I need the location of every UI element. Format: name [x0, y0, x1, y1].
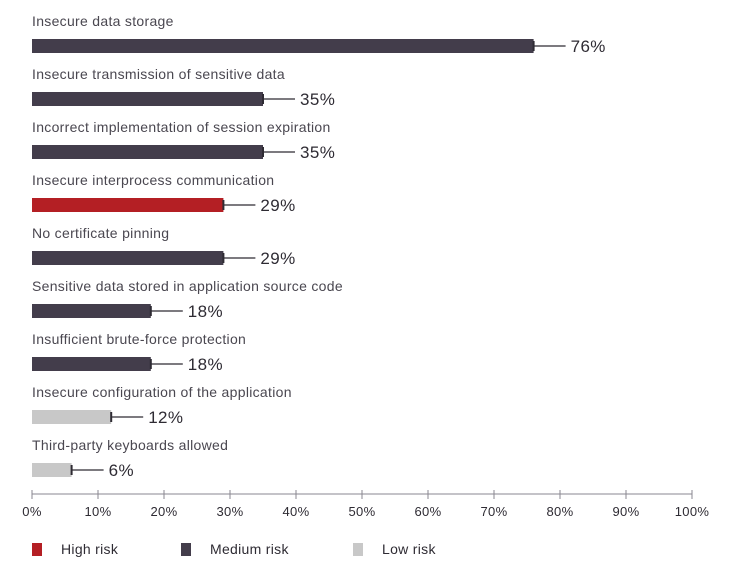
bars-layer: Insecure data storage 76% Insecure transmi…: [32, 13, 606, 480]
category-label: Insecure interprocess communication: [32, 172, 274, 188]
bar-insufficient-brute-force-protection: [32, 357, 151, 371]
value-label: 29%: [260, 196, 295, 215]
x-tick-label: 90%: [613, 504, 640, 519]
value-label: 76%: [571, 37, 606, 56]
category-label: Insecure data storage: [32, 13, 174, 29]
x-tick-label: 30%: [217, 504, 244, 519]
risk-bar-chart: Insecure data storage 76% Insecure transmi…: [22, 13, 709, 519]
legend-swatch-medium: [181, 542, 191, 556]
bar-sensitive-data-stored-in-application-source-code: [32, 304, 151, 318]
bar-incorrect-implementation-of-session-expiration: [32, 145, 263, 159]
x-tick-label: 100%: [675, 504, 710, 519]
x-tick-label: 0%: [22, 504, 42, 519]
bar-insecure-configuration-of-the-application: [32, 410, 112, 424]
x-axis: 0% 10% 20% 30% 40% 50% 60% 70% 80% 90% 100%: [22, 490, 709, 519]
category-label: Insecure configuration of the applicatio…: [32, 384, 292, 400]
bar-row: Third-party keyboards allowed 6%: [32, 437, 228, 480]
bar-row: Sensitive data stored in application sou…: [32, 278, 343, 321]
bar-row: No certificate pinning 29%: [32, 225, 295, 268]
legend-item-high: High risk: [32, 541, 118, 557]
x-tick-label: 40%: [283, 504, 310, 519]
bar-insecure-transmission-of-sensitive-data: [32, 92, 263, 106]
legend: High risk Medium risk Low risk: [0, 541, 730, 561]
bar-row: Insecure transmission of sensitive data 3…: [32, 66, 335, 109]
category-label: Insecure transmission of sensitive data: [32, 66, 285, 82]
bar-row: Insufficient brute-force protection 18%: [32, 331, 246, 374]
legend-item-low: Low risk: [353, 541, 436, 557]
bar-row: Insecure data storage 76%: [32, 13, 606, 56]
x-tick-label: 50%: [349, 504, 376, 519]
legend-item-medium: Medium risk: [181, 541, 289, 557]
value-label: 18%: [188, 302, 223, 321]
value-label: 18%: [188, 355, 223, 374]
bar-row: Incorrect implementation of session expi…: [32, 119, 335, 162]
legend-label-low: Low risk: [382, 541, 436, 557]
category-label: Incorrect implementation of session expi…: [32, 119, 331, 135]
legend-label-medium: Medium risk: [210, 541, 289, 557]
value-label: 35%: [300, 143, 335, 162]
category-label: Insufficient brute-force protection: [32, 331, 246, 347]
category-label: No certificate pinning: [32, 225, 169, 241]
bar-insecure-interprocess-communication: [32, 198, 224, 212]
bar-row: Insecure interprocess communication 29%: [32, 172, 295, 215]
legend-label-high: High risk: [61, 541, 119, 557]
value-label: 35%: [300, 90, 335, 109]
category-label: Third-party keyboards allowed: [32, 437, 228, 453]
bar-row: Insecure configuration of the applicatio…: [32, 384, 292, 427]
x-tick-label: 80%: [547, 504, 574, 519]
bar-insecure-data-storage: [32, 39, 534, 53]
x-tick-label: 20%: [151, 504, 178, 519]
x-tick-label: 10%: [85, 504, 112, 519]
bar-third-party-keyboards-allowed: [32, 463, 72, 477]
bar-no-certificate-pinning: [32, 251, 224, 265]
legend-swatch-high: [32, 542, 42, 556]
value-label: 6%: [109, 461, 134, 480]
legend-swatch-low: [353, 542, 363, 556]
x-tick-label: 60%: [415, 504, 442, 519]
x-tick-label: 70%: [481, 504, 508, 519]
value-label: 29%: [260, 249, 295, 268]
category-label: Sensitive data stored in application sou…: [32, 278, 343, 294]
value-label: 12%: [148, 408, 183, 427]
